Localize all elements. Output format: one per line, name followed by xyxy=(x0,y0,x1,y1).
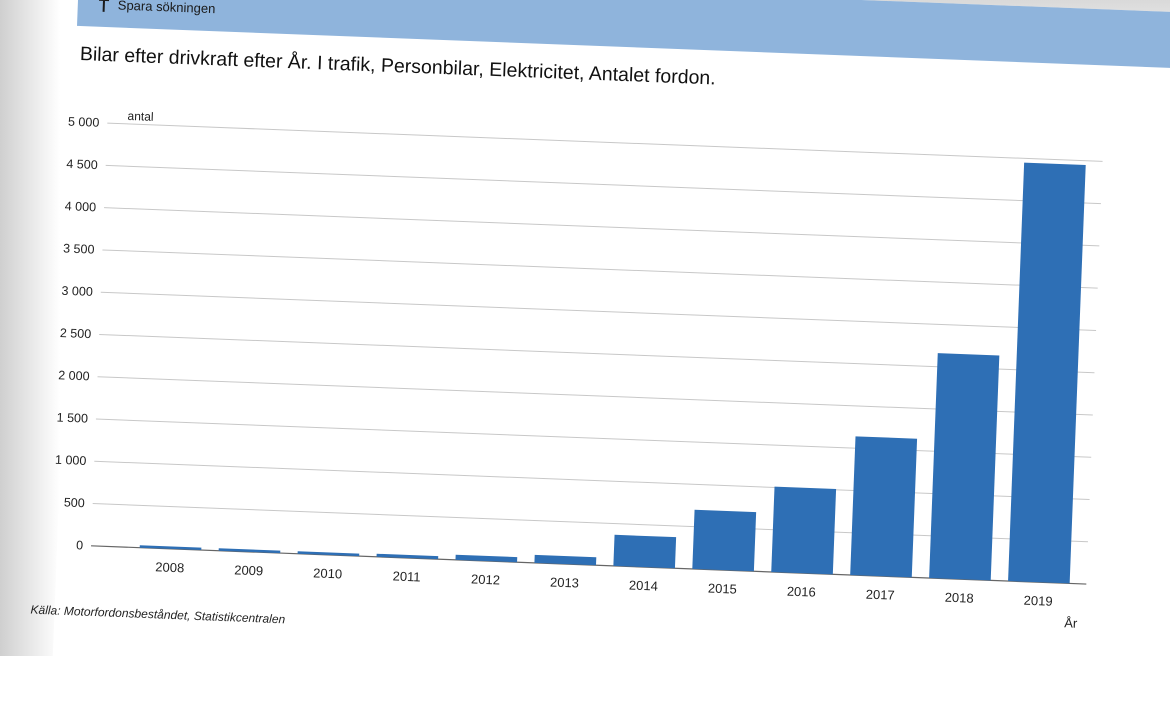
gridline xyxy=(107,122,1103,162)
gridline xyxy=(104,207,1100,247)
gridline xyxy=(94,460,1090,501)
gridline xyxy=(97,376,1093,416)
bar xyxy=(218,548,281,554)
bar xyxy=(850,436,918,578)
gridline xyxy=(95,418,1092,458)
x-tick-label: 2009 xyxy=(234,562,263,578)
x-axis-label: År xyxy=(1064,615,1078,631)
grid-layer xyxy=(91,122,1103,585)
bar xyxy=(534,554,597,566)
label-layer: 0 500 1 000 1 500 2 000 2 500 3 000 3 500 4 000 4… xyxy=(55,109,1078,631)
x-tick-label: 2010 xyxy=(313,565,342,581)
bar xyxy=(139,545,202,551)
gridline xyxy=(99,333,1095,374)
y-tick-label: 5 000 xyxy=(68,115,100,130)
gridline xyxy=(92,503,1088,543)
x-tick-label: 2008 xyxy=(155,559,184,575)
y-tick-label: 1 500 xyxy=(56,411,88,426)
x-tick-label: 2015 xyxy=(708,581,737,597)
x-tick-label: 2019 xyxy=(1023,593,1052,609)
bar-layer xyxy=(139,162,1086,584)
x-tick-label: 2012 xyxy=(471,571,500,587)
x-tick-label: 2013 xyxy=(550,574,579,590)
pin-icon xyxy=(98,0,110,12)
y-axis-label: antal xyxy=(127,109,154,124)
y-tick-label: 2 500 xyxy=(60,326,92,341)
bar xyxy=(1008,162,1086,584)
gridline xyxy=(102,249,1098,289)
y-tick-label: 3 500 xyxy=(63,241,95,256)
x-tick-label: 2016 xyxy=(787,584,816,600)
y-tick-label: 4 500 xyxy=(66,157,98,172)
background-shadow-left xyxy=(0,0,60,656)
y-tick-label: 2 000 xyxy=(58,368,90,383)
x-tick-label: 2017 xyxy=(866,587,895,603)
bar xyxy=(771,486,837,575)
save-search-link[interactable]: Spara sökningen xyxy=(97,0,216,19)
y-tick-label: 0 xyxy=(76,538,84,552)
gridline xyxy=(105,164,1101,205)
bar xyxy=(376,553,439,560)
bar xyxy=(929,353,1000,581)
bar xyxy=(455,554,518,563)
y-tick-label: 500 xyxy=(64,495,85,510)
x-tick-label: 2014 xyxy=(629,578,658,594)
x-tick-label: 2011 xyxy=(392,568,421,584)
y-tick-label: 3 000 xyxy=(61,284,93,299)
x-tick-label: 2018 xyxy=(944,590,973,606)
gridline xyxy=(100,291,1097,331)
bar xyxy=(613,534,677,569)
y-tick-label: 4 000 xyxy=(65,199,97,214)
bar xyxy=(297,551,360,557)
y-tick-label: 1 000 xyxy=(55,453,87,468)
bar xyxy=(692,509,757,572)
